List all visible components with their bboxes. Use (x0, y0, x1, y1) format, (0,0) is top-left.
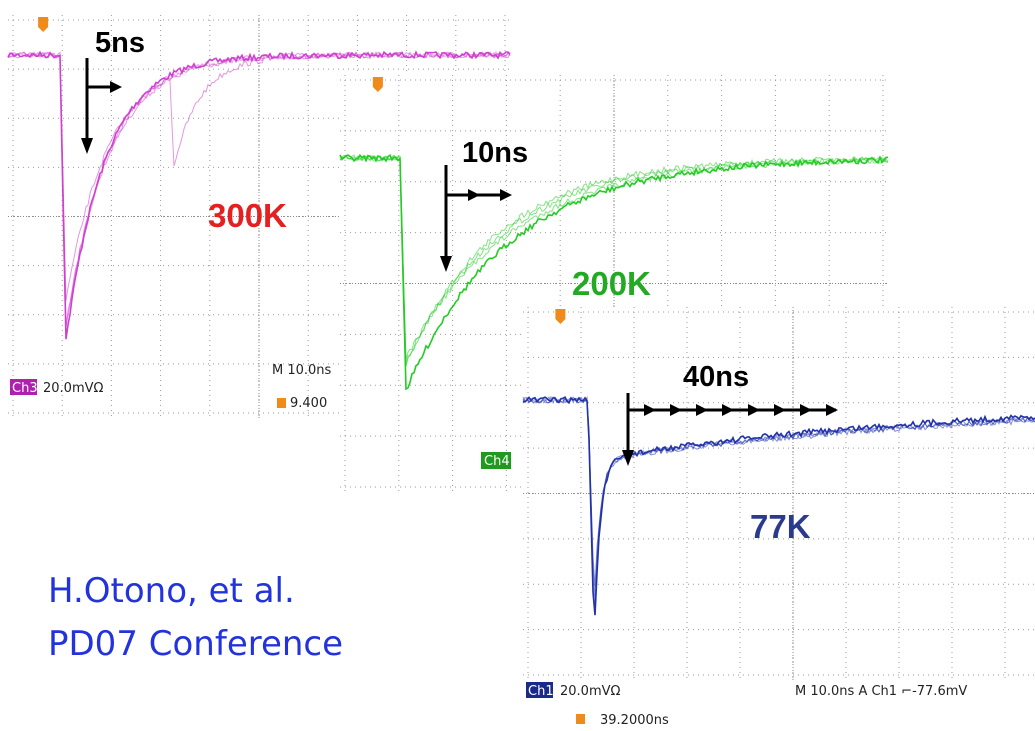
trigger: 9.400 (290, 396, 327, 411)
citation: PD07 Conference (48, 624, 343, 664)
arrow-label: 40ns (683, 361, 749, 393)
arrow-label: 5ns (95, 27, 145, 59)
channel: Ch4 (484, 454, 510, 469)
temperature-label: 200K (572, 265, 651, 302)
scale: 20.0mVΩ (43, 381, 104, 396)
citation: H.Otono, et al. (48, 571, 295, 611)
scale: 20.0mVΩ (560, 684, 621, 699)
temperature-label: 77K (750, 508, 811, 545)
arrow-label: 10ns (462, 137, 528, 169)
trigger-icon (576, 714, 585, 724)
trigger-icon (277, 398, 286, 408)
temperature-label: 300K (208, 197, 287, 234)
channel: Ch3 (12, 381, 38, 396)
trigger: 39.2000ns (600, 713, 669, 728)
scope-panel: 40ns 77K Ch1 20.0mVΩ M 10.0ns A Ch1 ⌐-77… (523, 307, 1035, 728)
channel: Ch1 (528, 684, 554, 699)
timebase: M 10.0ns A Ch1 ⌐-77.6mV (795, 684, 967, 699)
timebase: M 10.0ns (272, 363, 332, 378)
slide: 5ns 300K Ch3 20.0mVΩ M 10.0ns 9.400 10ns… (0, 0, 1035, 731)
